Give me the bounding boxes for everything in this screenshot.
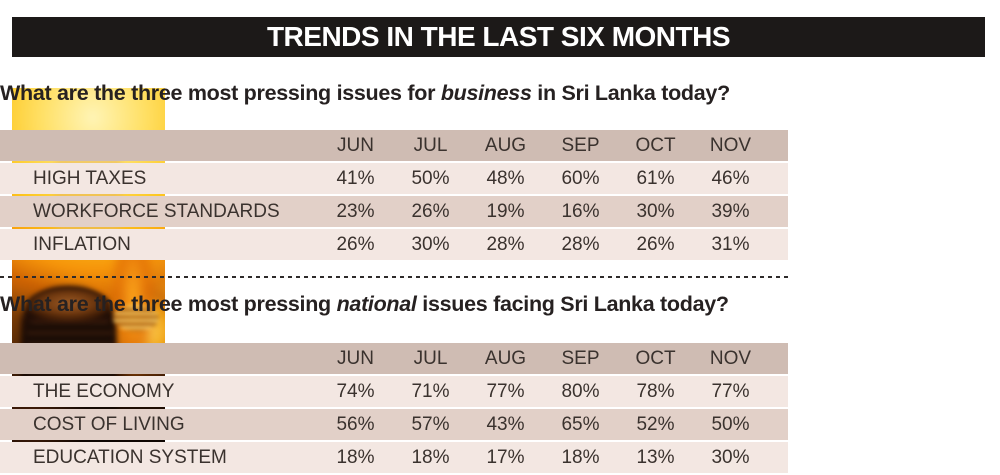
cell-value: 80% (561, 380, 600, 402)
row-label: EDUCATION SYSTEM (33, 446, 227, 468)
cell-value: 56% (336, 413, 375, 435)
column-header: OCT (635, 134, 676, 156)
row-label: COST OF LIVING (33, 413, 185, 435)
cell-value: 18% (561, 446, 600, 468)
cell-value: 77% (711, 380, 750, 402)
column-header: AUG (484, 347, 527, 369)
row-label: INFLATION (33, 233, 131, 255)
table-row: EDUCATION SYSTEM 18% 18% 17% 18% 13% 30% (0, 442, 788, 473)
table-header-row: JUN JUL AUG SEP OCT NOV (0, 130, 788, 161)
column-header: JUL (413, 347, 448, 369)
column-header: JUN (337, 134, 374, 156)
business-issues-table: JUN JUL AUG SEP OCT NOV HIGH TAXES 41% 5… (0, 130, 788, 260)
question-text: issues facing Sri Lanka today? (416, 292, 729, 316)
cell-value: 50% (711, 413, 750, 435)
cell-value: 74% (336, 380, 375, 402)
cell-value: 19% (486, 200, 525, 222)
cell-value: 31% (711, 233, 750, 255)
cell-value: 26% (336, 233, 375, 255)
cell-value: 78% (636, 380, 675, 402)
table-row: INFLATION 26% 30% 28% 28% 26% 31% (0, 229, 788, 260)
cell-value: 48% (486, 167, 525, 189)
cell-value: 60% (561, 167, 600, 189)
cell-value: 18% (411, 446, 450, 468)
page-title: TRENDS IN THE LAST SIX MONTHS (266, 21, 731, 52)
cell-value: 18% (336, 446, 375, 468)
coin-stack-top (27, 288, 110, 322)
cell-value: 65% (561, 413, 600, 435)
row-label: WORKFORCE STANDARDS (33, 200, 280, 222)
column-header: JUN (337, 347, 374, 369)
cell-value: 46% (711, 167, 750, 189)
national-issues-table: JUN JUL AUG SEP OCT NOV THE ECONOMY 74% … (0, 343, 788, 473)
column-header: AUG (484, 134, 527, 156)
question-national: What are the three most pressing nationa… (0, 292, 788, 317)
question-business: What are the three most pressing issues … (0, 81, 788, 106)
row-label: HIGH TAXES (33, 167, 147, 189)
cell-value: 39% (711, 200, 750, 222)
dashed-divider (0, 276, 788, 278)
cell-value: 30% (636, 200, 675, 222)
question-emphasis: business (440, 81, 532, 105)
cell-value: 61% (636, 167, 675, 189)
cell-value: 57% (411, 413, 450, 435)
cell-value: 26% (636, 233, 675, 255)
title-bar: TRENDS IN THE LAST SIX MONTHS (12, 17, 985, 57)
cell-value: 28% (561, 233, 600, 255)
question-emphasis: national (336, 292, 417, 316)
cell-value: 16% (561, 200, 600, 222)
question-text: in Sri Lanka today? (531, 81, 730, 105)
cell-value: 30% (711, 446, 750, 468)
table-header-row: JUN JUL AUG SEP OCT NOV (0, 343, 788, 374)
cell-value: 30% (411, 233, 450, 255)
coin-glint (112, 304, 159, 332)
table-row: THE ECONOMY 74% 71% 77% 80% 78% 77% (0, 376, 788, 407)
cell-value: 52% (636, 413, 675, 435)
column-header: SEP (561, 134, 600, 156)
cell-value: 43% (486, 413, 525, 435)
cell-value: 23% (336, 200, 375, 222)
cell-value: 26% (411, 200, 450, 222)
table-row: COST OF LIVING 56% 57% 43% 65% 52% 50% (0, 409, 788, 440)
question-text: What are the three most pressing (0, 292, 337, 316)
table-row: HIGH TAXES 41% 50% 48% 60% 61% 46% (0, 163, 788, 194)
table-row: WORKFORCE STANDARDS 23% 26% 19% 16% 30% … (0, 196, 788, 227)
question-text: What are the three most pressing issues … (0, 81, 441, 105)
cell-value: 77% (486, 380, 525, 402)
cell-value: 13% (636, 446, 675, 468)
column-header: OCT (635, 347, 676, 369)
row-label: THE ECONOMY (33, 380, 175, 402)
cell-value: 28% (486, 233, 525, 255)
column-header: NOV (709, 347, 752, 369)
cell-value: 71% (411, 380, 450, 402)
column-header: NOV (709, 134, 752, 156)
column-header: SEP (561, 347, 600, 369)
column-header: JUL (413, 134, 448, 156)
cell-value: 50% (411, 167, 450, 189)
cell-value: 17% (486, 446, 525, 468)
cell-value: 41% (336, 167, 375, 189)
